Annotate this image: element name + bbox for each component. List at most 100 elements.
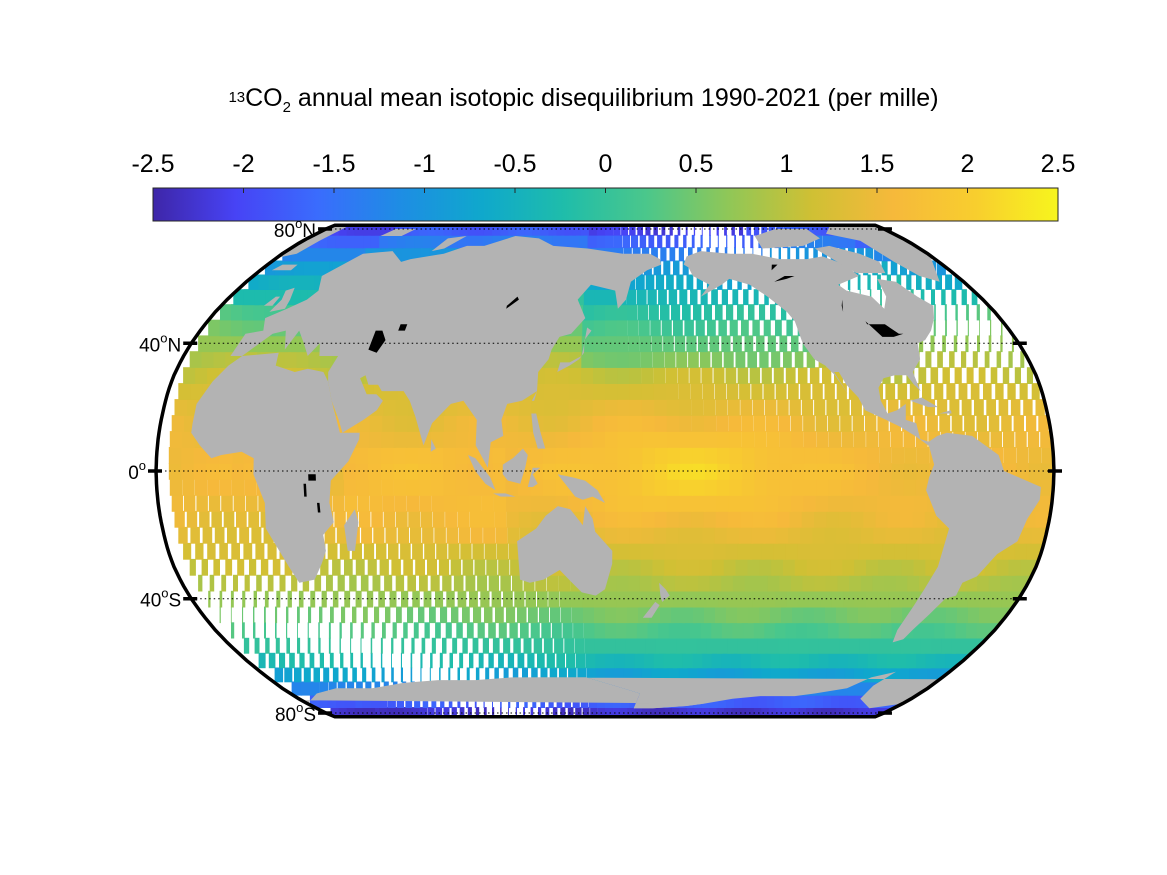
ocean-cell (909, 526, 926, 544)
ocean-cell (486, 558, 498, 576)
ocean-cell (299, 652, 305, 669)
ocean-cell (759, 558, 775, 576)
ocean-cell (289, 652, 295, 669)
ocean-cell (678, 510, 693, 528)
ocean-cell (1041, 447, 1054, 464)
ocean-cell (583, 622, 595, 639)
ocean-cell (294, 667, 302, 683)
ocean-cell (275, 622, 277, 639)
ocean-cell (759, 351, 769, 368)
ocean-cell (492, 707, 495, 717)
ocean-cell (742, 234, 745, 249)
ocean-cell (682, 304, 691, 321)
ocean-cell (865, 415, 877, 432)
ocean-cell (233, 495, 246, 512)
ocean-cell (423, 590, 432, 608)
ocean-cell (286, 637, 290, 654)
ocean-cell (713, 542, 728, 560)
ocean-cell (953, 335, 958, 353)
ocean-cell (773, 367, 784, 384)
ocean-cell (414, 694, 421, 708)
ocean-cell (284, 667, 293, 683)
ocean-cell (775, 383, 787, 400)
ocean-cell (605, 637, 617, 654)
ocean-cell (469, 510, 482, 528)
ocean-cell (834, 367, 844, 384)
ocean-cell (420, 667, 422, 683)
ocean-cell (488, 652, 494, 669)
ocean-cell (418, 447, 432, 464)
ocean-cell (570, 234, 582, 249)
ocean-cell (714, 526, 729, 544)
ocean-cell (482, 637, 489, 654)
ocean-cell (693, 225, 696, 236)
ocean-cell (456, 415, 471, 432)
ocean-cell (567, 463, 581, 480)
ocean-cell (318, 622, 320, 639)
ocean-cell (616, 335, 629, 353)
colorbar-tick-label: -1.5 (312, 150, 355, 178)
landmass-newguinea (557, 474, 605, 503)
ocean-cell (518, 495, 532, 512)
ocean-cell (894, 367, 903, 384)
ocean-cell (612, 707, 622, 717)
ocean-cell (384, 574, 393, 592)
ocean-cell (652, 351, 664, 368)
lake (774, 276, 795, 282)
ocean-cell (298, 590, 304, 608)
ocean-cell (616, 558, 630, 576)
ocean-cell (214, 526, 225, 544)
ocean-cell (704, 415, 717, 432)
ocean-cell (370, 637, 373, 654)
ocean-cell (678, 383, 691, 400)
ocean-cell (679, 289, 688, 306)
ocean-cell (660, 304, 670, 321)
ocean-cell (242, 606, 244, 624)
ocean-cell (638, 606, 652, 624)
ocean-cell (225, 558, 233, 576)
ocean-cell (567, 415, 582, 432)
ocean-cell (816, 431, 829, 448)
ocean-cell (449, 652, 453, 669)
ocean-cell (642, 415, 655, 432)
ocean-cell (496, 542, 509, 560)
ocean-cell (688, 351, 699, 368)
ocean-cell (329, 652, 334, 669)
ocean-cell (303, 260, 330, 276)
ocean-cell (561, 234, 574, 249)
ocean-cell (800, 526, 815, 544)
ocean-cell (494, 510, 507, 528)
ocean-cell (396, 694, 404, 708)
ocean-cell (692, 463, 706, 480)
ocean-cell (867, 274, 871, 290)
ocean-cell (303, 667, 311, 683)
ocean-cell (523, 574, 535, 592)
ocean-cell (711, 558, 727, 576)
ocean-cell (812, 383, 823, 400)
ocean-cell (654, 431, 668, 448)
ocean-cell (779, 447, 793, 464)
ocean-cell (593, 351, 606, 368)
ocean-cell (342, 667, 348, 683)
ocean-cell (666, 383, 679, 400)
ocean-cell (749, 367, 761, 384)
colorbar-tick-label: -2 (232, 150, 254, 178)
ocean-cell (797, 542, 814, 560)
ocean-cell (289, 274, 315, 290)
ocean-cell (469, 590, 478, 608)
ocean-cell (812, 526, 828, 544)
landmass-novayazemlya (431, 236, 467, 252)
ocean-cell (624, 652, 637, 669)
ocean-cell (370, 652, 373, 669)
ocean-cell (506, 495, 519, 512)
ocean-cell (485, 667, 490, 683)
ocean-cell (874, 247, 883, 262)
ocean-cell (264, 606, 266, 624)
ocean-cell (380, 447, 395, 464)
ocean-cell (664, 351, 676, 368)
ocean-cell (990, 431, 1002, 448)
ocean-cell (951, 415, 963, 432)
ocean-cell (753, 495, 768, 512)
ocean-cell (207, 479, 220, 496)
ocean-cell (244, 574, 250, 592)
